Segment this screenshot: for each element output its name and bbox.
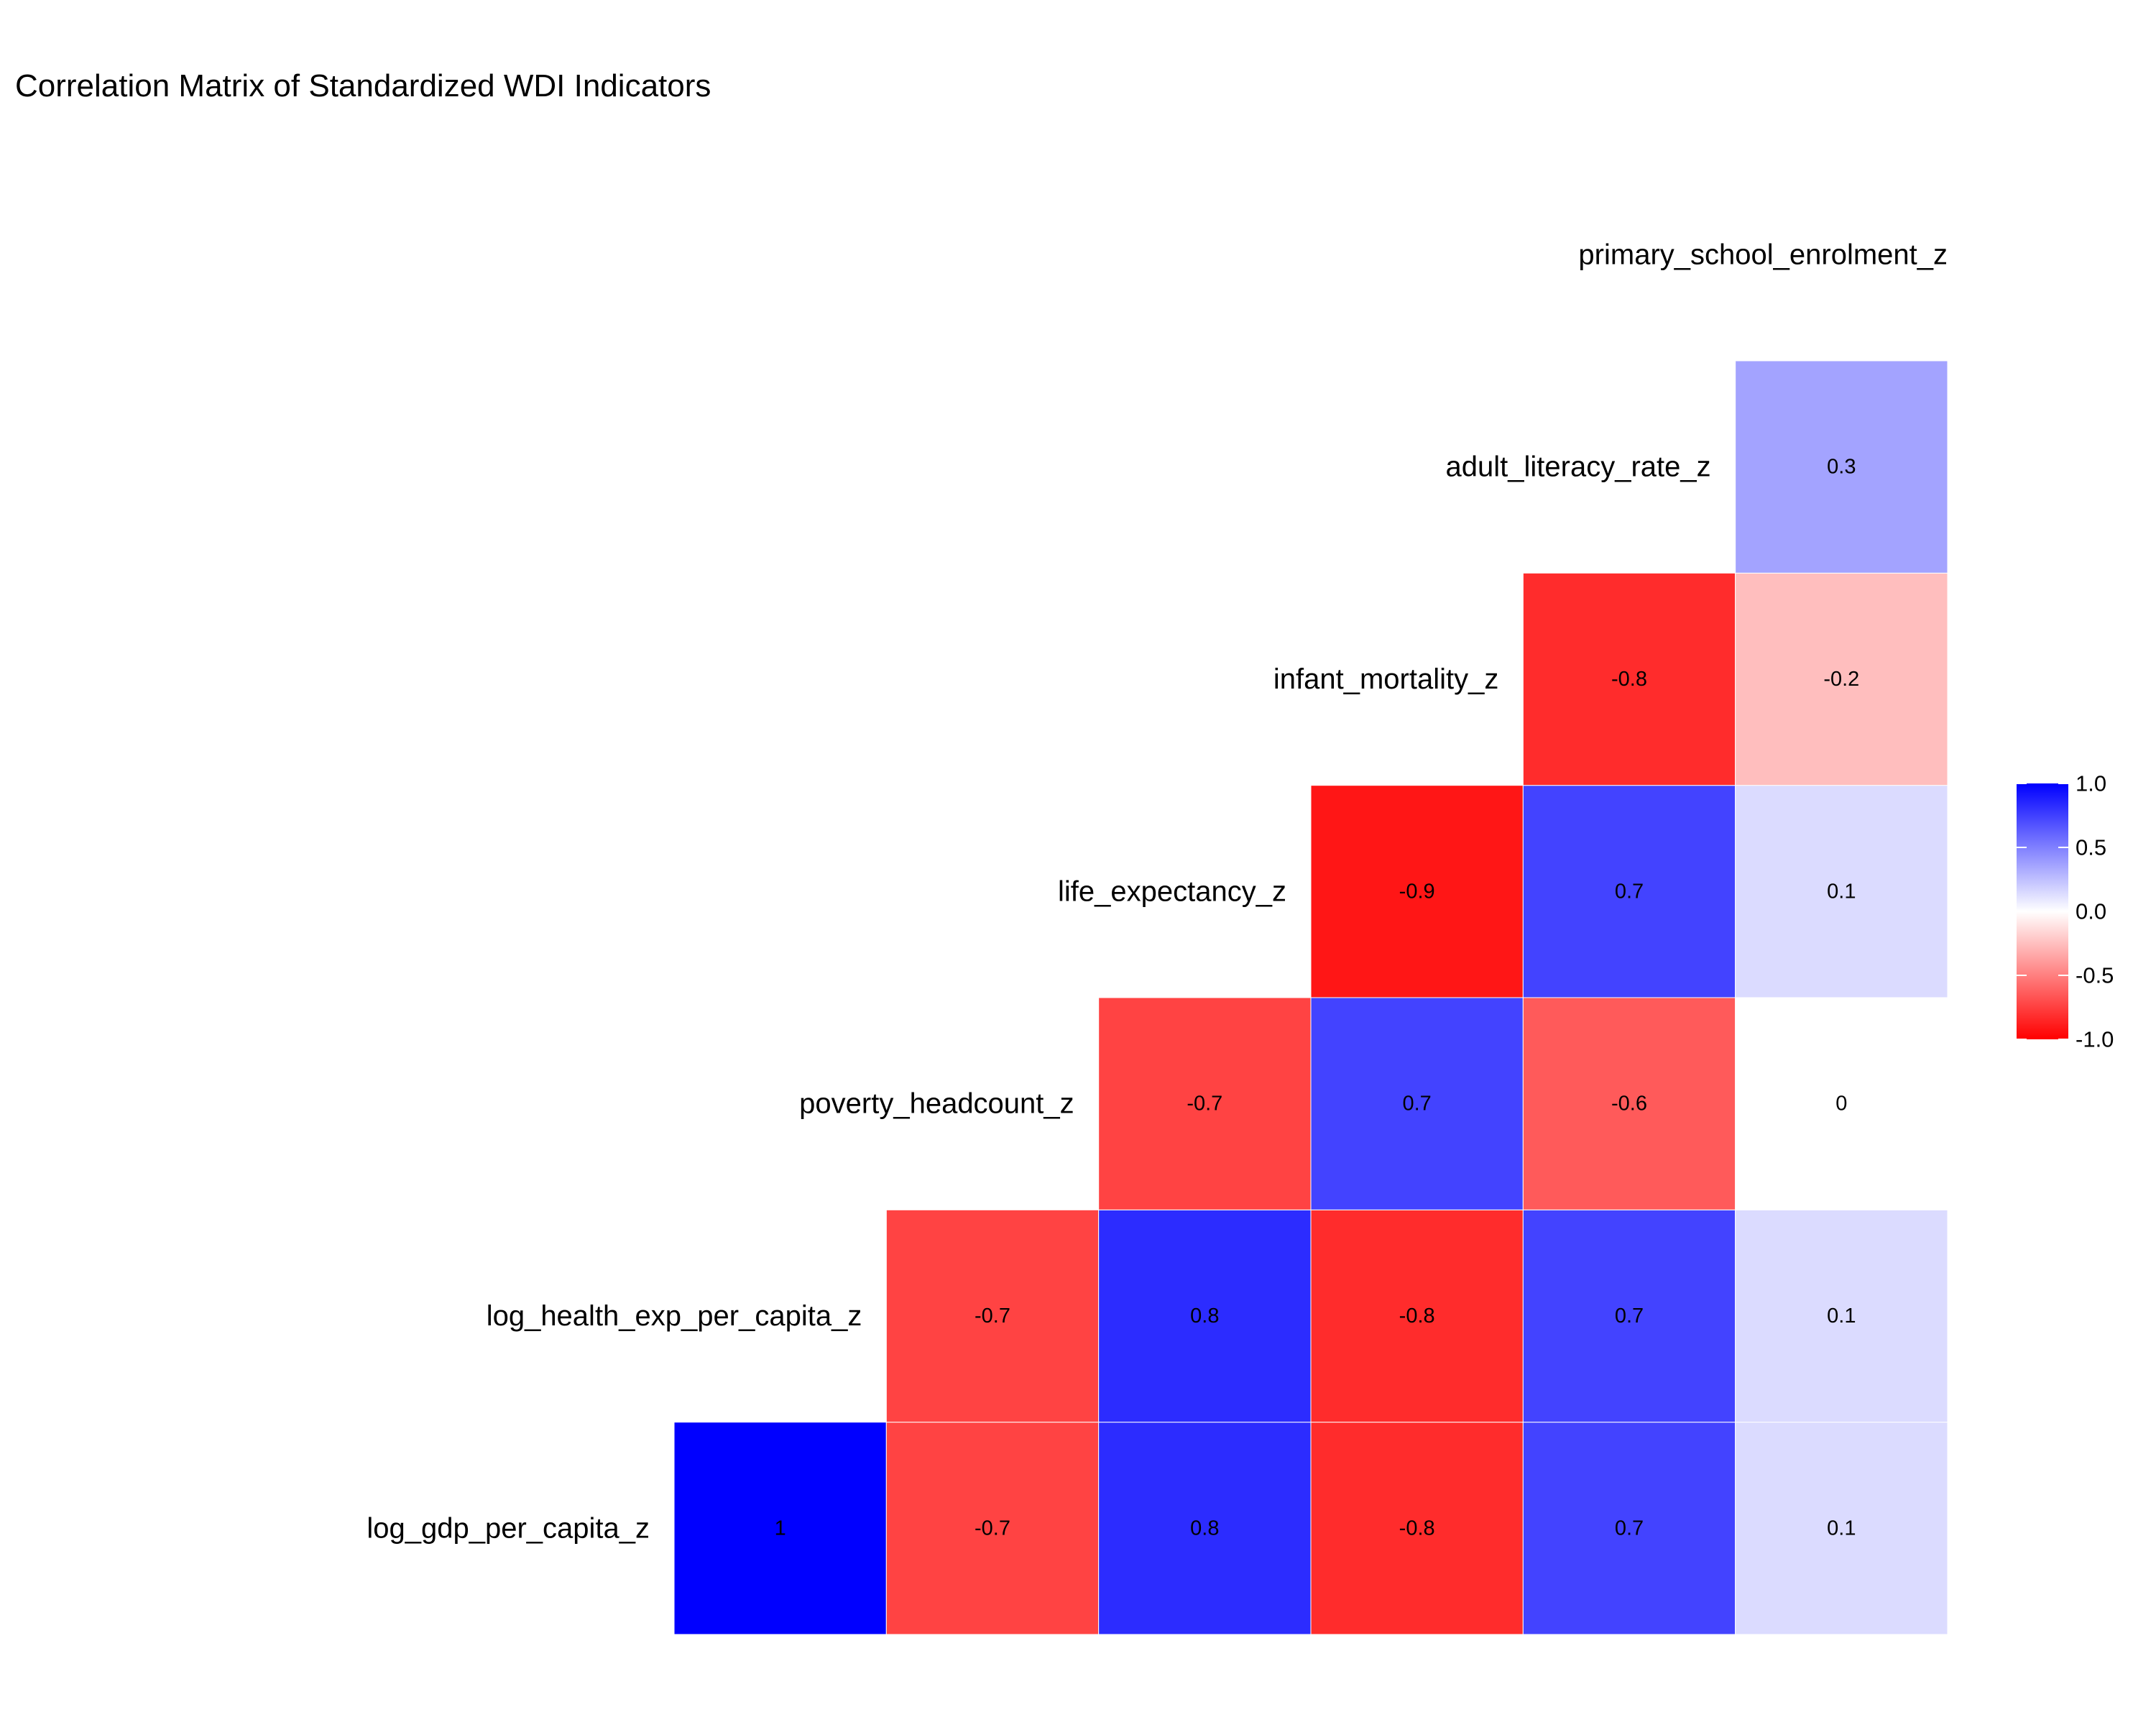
heatmap-cell-log-gdp-per-capita-z-poverty-headcount-z: [1098, 1422, 1312, 1635]
heatmap-cell-log-health-exp-per-capita-z-log-health-exp-per-capita-z: [885, 1209, 1100, 1423]
cell-value-label: 0.7: [1615, 1517, 1644, 1540]
heatmap-cell-poverty-headcount-z-poverty-headcount-z: [1098, 997, 1312, 1210]
heatmap-cell-log-gdp-per-capita-z-log-gdp-per-capita-z: [673, 1422, 887, 1635]
cell-value-label: -0.7: [975, 1517, 1010, 1540]
cell-value-label: 0.1: [1827, 1517, 1856, 1540]
heatmap-cell-poverty-headcount-z-life-expectancy-z: [1310, 997, 1524, 1210]
row-label-primary-school-enrolment-z: primary_school_enrolment_z: [1578, 239, 1948, 270]
legend-tick-label: -0.5: [2076, 963, 2114, 988]
heatmap-cell-adult-literacy-rate-z-adult-literacy-rate-z: [1735, 360, 1948, 574]
row-label-log-gdp-per-capita-z: log_gdp_per_capita_z: [367, 1512, 650, 1544]
cell-value-label: 0.7: [1615, 880, 1644, 903]
heatmap-cell-infant-mortality-z-adult-literacy-rate-z: [1735, 572, 1948, 786]
cell-value-label: -0.2: [1823, 668, 1859, 691]
cell-value-label: -0.7: [975, 1305, 1010, 1328]
row-label-log-health-exp-per-capita-z: log_health_exp_per_capita_z: [487, 1300, 862, 1332]
cell-value-label: 0.3: [1827, 456, 1856, 479]
heatmap-cell-log-gdp-per-capita-z-life-expectancy-z: [1310, 1422, 1524, 1635]
heatmap-cell-log-health-exp-per-capita-z-infant-mortality-z: [1522, 1209, 1736, 1423]
cell-value-label: -0.8: [1611, 668, 1647, 691]
heatmap-cell-life-expectancy-z-infant-mortality-z: [1522, 785, 1736, 998]
row-label-life-expectancy-z: life_expectancy_z: [1058, 875, 1286, 907]
heatmap-cell-log-gdp-per-capita-z-infant-mortality-z: [1522, 1422, 1736, 1635]
cell-value-label: 0: [1835, 1092, 1847, 1116]
heatmap-cell-poverty-headcount-z-infant-mortality-z: [1522, 997, 1736, 1210]
cell-value-label: 0.8: [1190, 1517, 1219, 1540]
row-label-poverty-headcount-z: poverty_headcount_z: [799, 1088, 1074, 1120]
cell-value-label: 0.7: [1403, 1092, 1432, 1116]
row-label-infant-mortality-z: infant_mortality_z: [1273, 663, 1498, 695]
legend-tick-label: 0.0: [2076, 899, 2106, 924]
heatmap-cell-infant-mortality-z-infant-mortality-z: [1522, 572, 1736, 786]
legend-tick-label: 0.5: [2076, 835, 2106, 860]
legend-tick-label: -1.0: [2076, 1027, 2114, 1052]
cell-value-label: 1: [775, 1517, 786, 1540]
heatmap-cell-log-health-exp-per-capita-z-poverty-headcount-z: [1098, 1209, 1312, 1423]
heatmap-cell-log-health-exp-per-capita-z-life-expectancy-z: [1310, 1209, 1524, 1423]
heatmap-cell-poverty-headcount-z-adult-literacy-rate-z: [1735, 997, 1948, 1210]
cell-value-label: -0.6: [1611, 1092, 1647, 1116]
legend-tick-label: 1.0: [2076, 771, 2106, 796]
heatmap-cell-life-expectancy-z-adult-literacy-rate-z: [1735, 785, 1948, 998]
cells-layer: [673, 360, 1948, 1635]
heatmap-cell-log-gdp-per-capita-z-adult-literacy-rate-z: [1735, 1422, 1948, 1635]
cell-value-label: -0.7: [1187, 1092, 1222, 1116]
heatmap-cell-life-expectancy-z-life-expectancy-z: [1310, 785, 1524, 998]
cell-value-label: 0.1: [1827, 1305, 1856, 1328]
color-legend: 1.0 0.5 0.0 -0.5 -1.0: [2017, 771, 2114, 1052]
cell-value-label: -0.9: [1399, 880, 1435, 903]
cell-value-label: -0.8: [1399, 1305, 1435, 1328]
chart-title: Correlation Matrix of Standardized WDI I…: [15, 68, 711, 104]
heatmap-cell-log-health-exp-per-capita-z-adult-literacy-rate-z: [1735, 1209, 1948, 1423]
cell-value-label: 0.7: [1615, 1305, 1644, 1328]
cell-value-label: -0.8: [1399, 1517, 1435, 1540]
row-label-adult-literacy-rate-z: adult_literacy_rate_z: [1446, 451, 1711, 483]
cell-value-label: 0.8: [1190, 1305, 1219, 1328]
cell-value-label: 0.1: [1827, 880, 1856, 903]
labels-layer: log_gdp_per_capita_z 1 -0.7 0.8 -0.8 0.7 0.1 lo…: [367, 239, 1948, 1544]
